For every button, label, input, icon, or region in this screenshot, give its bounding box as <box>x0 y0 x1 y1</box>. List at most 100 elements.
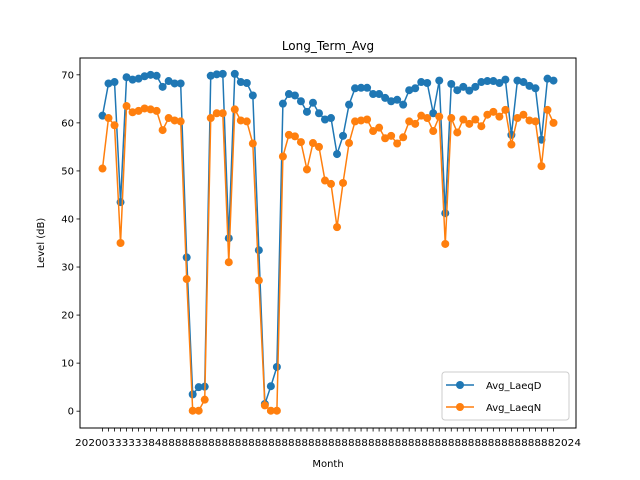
data-point <box>146 105 155 114</box>
data-point <box>405 117 414 126</box>
data-point <box>254 246 263 255</box>
data-point <box>284 130 293 139</box>
data-point <box>435 112 444 121</box>
data-point <box>176 117 185 126</box>
data-point <box>260 401 269 410</box>
axes-frame <box>79 57 577 429</box>
data-point <box>170 116 179 125</box>
data-point <box>429 109 438 118</box>
data-point <box>525 81 534 90</box>
data-point <box>158 126 167 135</box>
data-point <box>320 115 329 124</box>
data-point <box>423 114 432 123</box>
data-point <box>363 83 372 92</box>
data-point <box>248 139 257 148</box>
data-point <box>387 131 396 140</box>
data-point <box>278 99 287 108</box>
data-point <box>345 100 354 109</box>
y-axis: 0 10 20 30 40 50 60 70 <box>61 70 80 418</box>
data-point <box>483 110 492 119</box>
x-axis: 2020033333384888888888888888888888888888… <box>75 428 581 449</box>
data-point <box>272 406 281 415</box>
data-point <box>525 116 534 125</box>
data-point <box>242 117 251 126</box>
data-point <box>453 86 462 95</box>
data-point <box>501 105 510 114</box>
data-point <box>459 115 468 124</box>
data-point <box>531 84 540 93</box>
chart-title: Long_Term_Avg <box>282 39 374 53</box>
data-point <box>212 109 221 118</box>
data-point <box>375 90 384 99</box>
y-tick-label: 70 <box>61 70 74 81</box>
y-tick-label: 10 <box>61 359 74 370</box>
data-point <box>236 116 245 125</box>
data-point <box>164 77 173 86</box>
data-point <box>441 239 450 248</box>
data-point <box>104 79 113 88</box>
data-point <box>140 104 149 113</box>
data-point <box>302 107 311 116</box>
data-point <box>176 79 185 88</box>
data-point <box>447 79 456 88</box>
data-point <box>206 114 215 123</box>
data-point <box>393 139 402 148</box>
y-tick-label: 60 <box>61 118 74 129</box>
data-point <box>134 106 143 115</box>
data-point <box>194 383 203 392</box>
y-tick-label: 40 <box>61 214 74 225</box>
data-point <box>549 118 558 127</box>
data-point <box>393 95 402 104</box>
data-point <box>158 82 167 91</box>
data-point <box>441 209 450 218</box>
data-point <box>248 91 257 100</box>
data-point <box>471 115 480 124</box>
data-point <box>128 108 137 117</box>
data-point <box>320 176 329 185</box>
data-point <box>369 127 378 136</box>
data-point <box>381 134 390 143</box>
data-point <box>224 234 233 243</box>
data-point <box>284 90 293 99</box>
data-point <box>501 75 510 84</box>
data-point <box>495 78 504 87</box>
data-point <box>122 73 131 82</box>
data-point <box>477 78 486 87</box>
data-point <box>489 107 498 116</box>
data-point <box>212 70 221 79</box>
data-point <box>98 111 107 120</box>
y-axis-label: Level (dB) <box>36 218 47 269</box>
data-point <box>513 114 522 123</box>
data-point <box>116 239 125 247</box>
data-point <box>314 142 323 151</box>
x-tick-labels-overlap: 2020033333384888888888888888888888888888… <box>75 438 581 449</box>
data-point <box>519 78 528 87</box>
data-point <box>543 105 552 114</box>
legend-marker <box>456 381 464 389</box>
data-point <box>314 109 323 118</box>
data-point <box>363 115 372 124</box>
data-point <box>218 109 227 118</box>
data-point <box>537 162 546 171</box>
legend: Avg_LaeqD Avg_LaeqN <box>441 371 570 421</box>
data-point <box>152 106 161 115</box>
data-point <box>206 71 215 80</box>
data-point <box>278 152 287 161</box>
data-point <box>302 165 311 174</box>
data-point <box>182 253 191 262</box>
data-point <box>290 132 299 141</box>
data-point <box>483 77 492 86</box>
data-point <box>140 72 149 81</box>
data-point <box>110 121 119 130</box>
data-point <box>477 122 486 131</box>
data-point <box>399 100 408 109</box>
data-point <box>327 114 336 123</box>
data-point <box>272 362 281 371</box>
data-point <box>242 78 251 87</box>
data-point <box>327 179 336 188</box>
data-point <box>345 139 354 148</box>
data-point <box>170 79 179 88</box>
data-point <box>128 75 137 84</box>
data-point <box>200 395 209 404</box>
